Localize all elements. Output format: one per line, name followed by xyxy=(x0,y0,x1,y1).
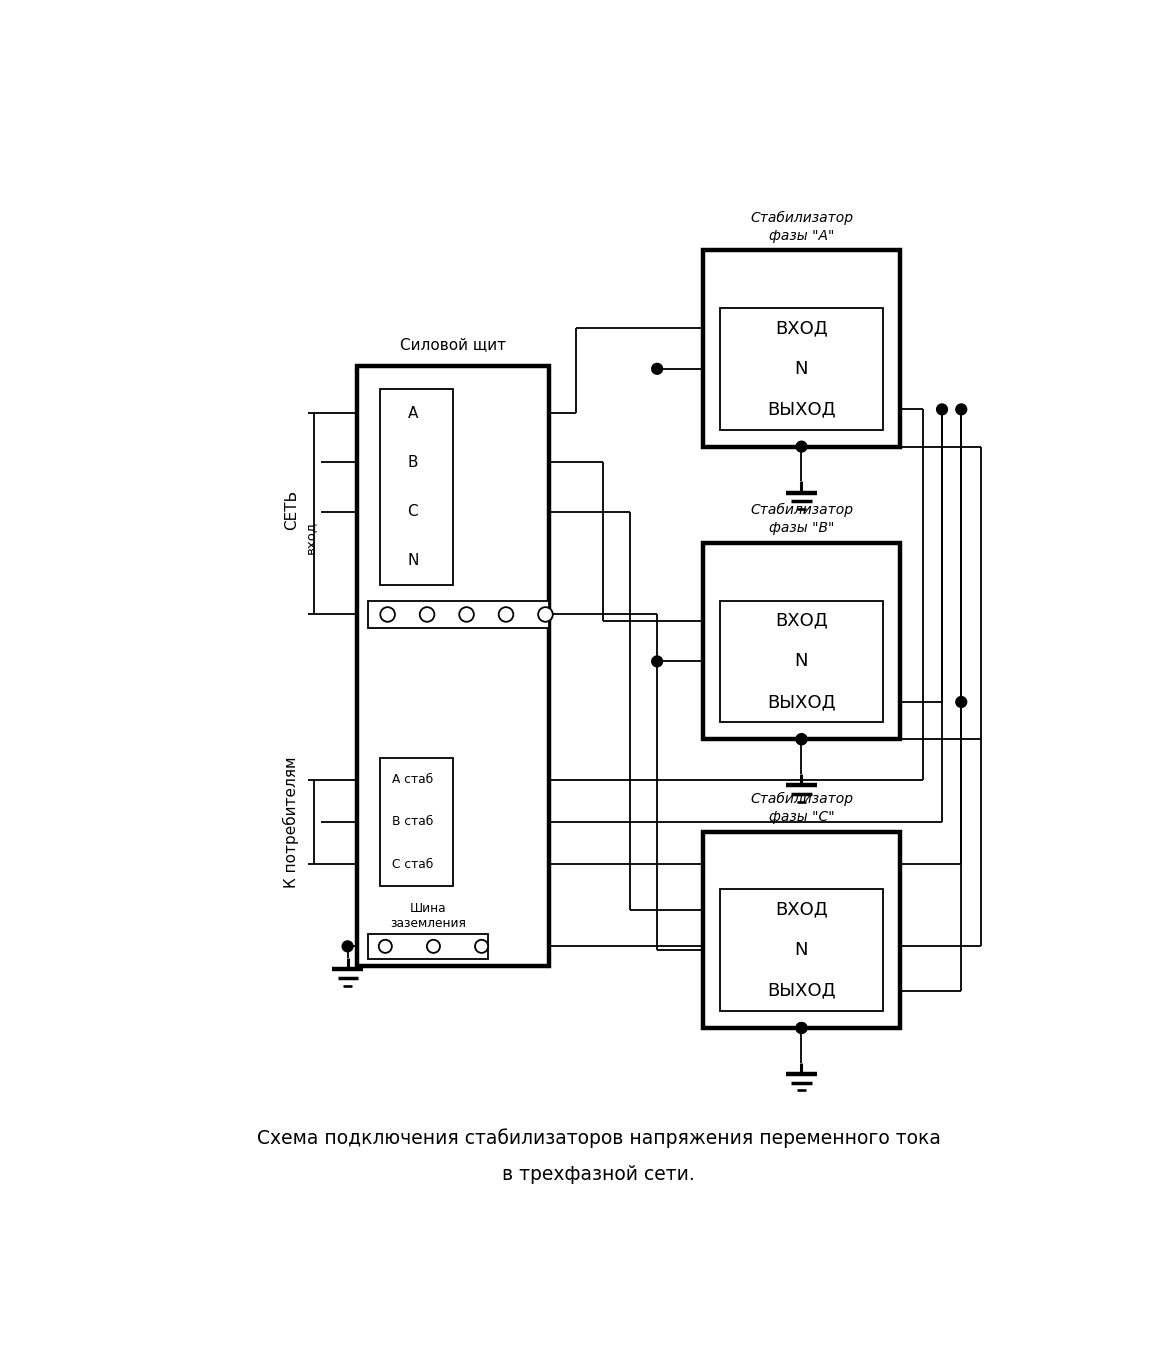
Bar xyxy=(703,543,899,739)
Text: Схема подключения стабилизаторов напряжения переменного тока: Схема подключения стабилизаторов напряже… xyxy=(257,1128,940,1148)
Text: B: B xyxy=(408,455,418,470)
Circle shape xyxy=(937,403,947,414)
Text: N: N xyxy=(794,360,808,378)
Text: A: A xyxy=(408,406,418,421)
Circle shape xyxy=(955,696,967,707)
Text: N: N xyxy=(794,941,808,959)
Text: В стаб: В стаб xyxy=(392,815,433,829)
Bar xyxy=(356,366,549,967)
Text: А стаб: А стаб xyxy=(392,773,433,787)
Circle shape xyxy=(426,940,440,953)
Text: вход: вход xyxy=(304,520,318,554)
Circle shape xyxy=(381,607,395,621)
Circle shape xyxy=(538,607,552,621)
Text: ВЫХОД: ВЫХОД xyxy=(767,693,836,711)
Text: в трехфазной сети.: в трехфазной сети. xyxy=(502,1164,695,1183)
Bar xyxy=(721,307,883,429)
Text: ВЫХОД: ВЫХОД xyxy=(767,401,836,418)
Text: ВХОД: ВХОД xyxy=(776,320,828,337)
Bar xyxy=(368,601,549,627)
Bar xyxy=(380,389,453,585)
Circle shape xyxy=(955,403,967,414)
Text: Стабилизатор
фазы "В": Стабилизатор фазы "В" xyxy=(750,504,853,535)
Text: ВХОД: ВХОД xyxy=(776,612,828,630)
Text: С стаб: С стаб xyxy=(392,858,433,871)
Circle shape xyxy=(797,734,807,745)
Circle shape xyxy=(342,941,353,952)
Text: C: C xyxy=(408,504,418,519)
Circle shape xyxy=(797,734,807,745)
Bar xyxy=(703,831,899,1028)
Circle shape xyxy=(652,655,662,666)
Bar xyxy=(703,250,899,447)
Text: Стабилизатор
фазы "А": Стабилизатор фазы "А" xyxy=(750,211,853,242)
Text: ВЫХОД: ВЫХОД xyxy=(767,982,836,999)
Circle shape xyxy=(499,607,513,621)
Text: N: N xyxy=(794,653,808,670)
Circle shape xyxy=(378,940,391,953)
Circle shape xyxy=(459,607,474,621)
Text: Силовой щит: Силовой щит xyxy=(399,337,506,352)
Text: К потребителям: К потребителям xyxy=(284,757,299,888)
Circle shape xyxy=(475,940,488,953)
Text: Шина
заземления: Шина заземления xyxy=(390,902,466,930)
Circle shape xyxy=(797,441,807,452)
Circle shape xyxy=(797,1022,807,1033)
Text: СЕТЬ: СЕТЬ xyxy=(284,490,299,531)
Bar xyxy=(721,601,883,722)
Text: Стабилизатор
фазы "С": Стабилизатор фазы "С" xyxy=(750,792,853,825)
Circle shape xyxy=(419,607,434,621)
Bar xyxy=(721,890,883,1011)
Circle shape xyxy=(652,363,662,374)
Bar xyxy=(380,758,453,886)
Text: N: N xyxy=(408,554,418,569)
Circle shape xyxy=(797,1022,807,1033)
Text: ВХОД: ВХОД xyxy=(776,900,828,918)
Bar xyxy=(368,934,488,959)
